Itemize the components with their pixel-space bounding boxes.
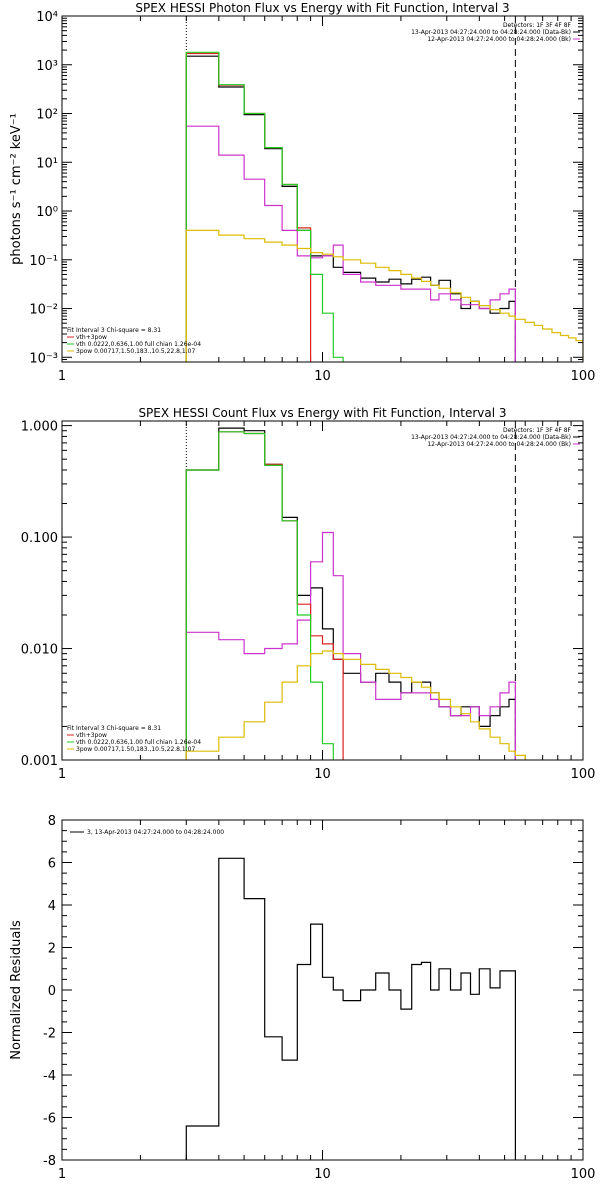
info-line: 12-Apr-2013 04:27:24.000 to 04:28:24.000… <box>427 36 571 43</box>
x-tick-label: 100 <box>571 369 596 384</box>
info-line: Detectors: 1F 3F 4F 8F <box>503 22 572 29</box>
series-vth <box>185 431 334 760</box>
plot-frame <box>61 420 584 761</box>
y-tick-label: -4 <box>43 1069 56 1084</box>
fit-info: Fit Interval 3 Chi-square = 8.31vth+3pow… <box>67 725 201 753</box>
fit-info-line: 3pow 0.00717,1.50,183.,10.5,22.8,1.07 <box>76 746 195 753</box>
y-tick-label: 8 <box>48 814 56 829</box>
plot-area <box>185 857 516 1160</box>
fit-info-line: vth 0.0222,0.636,1.00 full chian 1.26e-0… <box>76 341 201 348</box>
panel-3: 1 10 100 -8 -6 -4 -2 0 2 4 6 8 Normalized Residuals 3… <box>9 814 595 1182</box>
series-bk <box>185 125 516 362</box>
series-data-bk <box>185 427 516 760</box>
y-tick-label: 10³ <box>36 59 58 74</box>
info-line: 13-Apr-2013 04:27:24.000 to 04:28:24.000… <box>411 29 571 36</box>
x-tick-label: 1 <box>58 369 66 384</box>
y-tick-label: 6 <box>48 857 56 872</box>
x-tick-label: 100 <box>571 767 596 782</box>
y-tick-label: 10⁻³ <box>29 351 58 366</box>
y-axis-label: photons s⁻¹ cm⁻² keV⁻¹ <box>9 113 24 265</box>
chart-title: SPEX HESSI Count Flux vs Energy with Fit… <box>138 406 506 420</box>
y-tick-label: -6 <box>43 1112 56 1127</box>
chart-title: SPEX HESSI Photon Flux vs Energy with Fi… <box>135 1 509 15</box>
y-tick-label: 0.001 <box>21 754 58 769</box>
y-tick-label: -2 <box>43 1027 56 1042</box>
y-tick-label: 10⁰ <box>36 205 58 220</box>
plot-frame <box>61 819 584 1161</box>
y-tick-label: 0 <box>48 984 56 999</box>
x-axis: 1 10 100 <box>58 820 596 1182</box>
x-tick-label: 1 <box>58 1167 66 1182</box>
y-tick-label: 0.100 <box>21 531 58 546</box>
info-line: 12-Apr-2013 04:27:24.000 to 04:28:24.000… <box>427 441 571 448</box>
y-axis: -8 -6 -4 -2 0 2 4 6 8 <box>43 814 583 1169</box>
fit-info-line: vth+3pow <box>76 732 107 739</box>
series-3-13-apr-2013-04-27-24-000-to-04-28-24-000 <box>185 857 516 1160</box>
fit-info: Fit Interval 3 Chi-square = 8.31vth+3pow… <box>67 327 201 355</box>
series-3pow <box>185 229 583 362</box>
panel-1: SPEX HESSI Photon Flux vs Energy with Fi… <box>9 1 595 384</box>
plot-area <box>185 16 583 362</box>
plot-area <box>185 421 526 760</box>
y-tick-label: 10⁻² <box>29 303 58 318</box>
y-axis: 0.001 0.010 0.100 1.000 <box>21 420 583 769</box>
x-tick-label: 10 <box>314 767 331 782</box>
series-bk <box>185 531 516 760</box>
y-tick-label: 4 <box>48 899 56 914</box>
y-axis-label: Normalized Residuals <box>9 920 24 1060</box>
legend-label: 3, 13-Apr-2013 04:27:24.000 to 04:28:24.… <box>87 829 224 836</box>
series-vth <box>185 51 344 362</box>
series-data-bk <box>185 55 516 362</box>
fit-info-line: Fit Interval 3 Chi-square = 8.31 <box>67 327 161 334</box>
fit-info-line: Fit Interval 3 Chi-square = 8.31 <box>67 725 161 732</box>
y-tick-label: 10¹ <box>36 156 58 171</box>
y-tick-label: 1.000 <box>21 420 58 435</box>
y-tick-label: -8 <box>43 1154 56 1169</box>
x-tick-label: 100 <box>571 1167 596 1182</box>
panel-2: SPEX HESSI Count Flux vs Energy with Fit… <box>21 406 596 782</box>
y-tick-label: 10⁻¹ <box>29 254 58 269</box>
x-tick-label: 1 <box>58 767 66 782</box>
series-3pow <box>185 650 526 760</box>
y-tick-label: 10⁴ <box>36 10 58 25</box>
x-tick-label: 10 <box>314 369 331 384</box>
fit-info-line: 3pow 0.00717,1.50,183.,10.5,22.8,1.07 <box>76 348 195 355</box>
y-tick-label: 0.010 <box>21 643 58 658</box>
y-axis: 10⁻³ 10⁻² 10⁻¹ 10⁰ 10¹ 10² 10³ 10⁴ <box>29 10 583 366</box>
legend: 3, 13-Apr-2013 04:27:24.000 to 04:28:24.… <box>70 829 224 836</box>
x-tick-label: 10 <box>314 1167 331 1182</box>
info-line: Detectors: 1F 3F 4F 8F <box>503 427 572 434</box>
fit-info-line: vth+3pow <box>76 334 107 341</box>
y-tick-label: 2 <box>48 942 56 957</box>
info-line: 13-Apr-2013 04:27:24.000 to 04:28:24.000… <box>411 434 571 441</box>
y-tick-label: 10² <box>36 108 58 123</box>
series-vth-3pow <box>185 52 312 362</box>
plot-frame <box>61 15 584 363</box>
fit-info-line: vth 0.0222,0.636,1.00 full chian 1.26e-0… <box>76 739 201 746</box>
